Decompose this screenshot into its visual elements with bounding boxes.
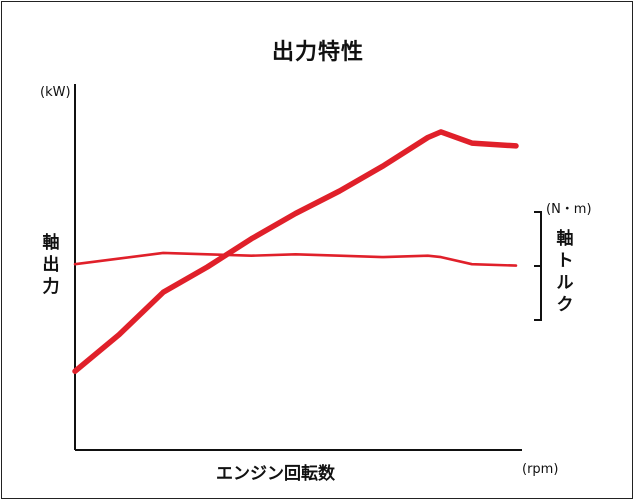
x-axis-unit: (rpm)	[522, 462, 559, 477]
chart-title: 出力特性	[271, 40, 364, 65]
series-line-torque	[73, 251, 518, 267]
y-axis-unit: (kW)	[40, 85, 71, 100]
y2-axis-unit: (N・m)	[546, 202, 592, 217]
y2-axis-label: 軸トルク	[556, 229, 574, 315]
x-axis-label: エンジン回転数	[216, 464, 335, 484]
series-layer	[72, 129, 519, 374]
series-line-power	[72, 129, 519, 374]
y-axis-label: 軸出力	[42, 233, 60, 297]
